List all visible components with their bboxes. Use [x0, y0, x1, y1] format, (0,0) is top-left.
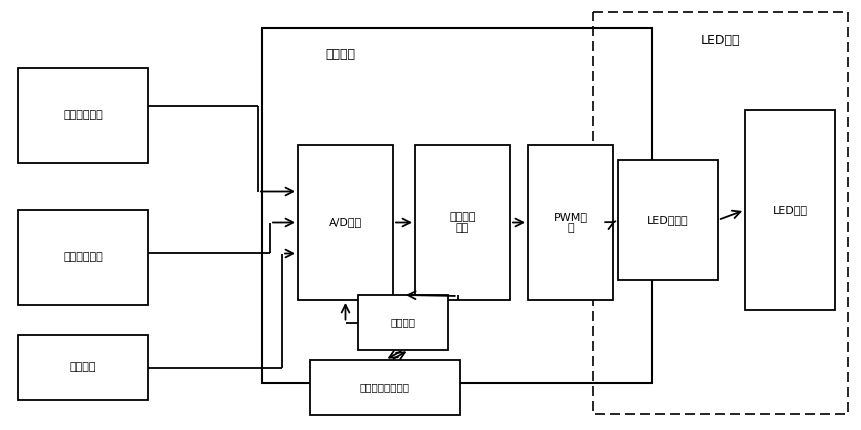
Text: LED模块: LED模块	[701, 34, 740, 46]
Text: LED驱动器: LED驱动器	[647, 215, 689, 225]
Bar	[358, 295, 448, 350]
Text: 数据处理
模块: 数据处理 模块	[449, 212, 476, 233]
Bar	[18, 68, 148, 163]
Bar	[528, 145, 613, 300]
Bar	[618, 160, 718, 280]
Bar	[310, 360, 460, 415]
Text: 调试输入输出模块: 调试输入输出模块	[360, 383, 410, 393]
Bar	[18, 210, 148, 305]
Bar	[415, 145, 510, 300]
Text: 近红光传感器: 近红光传感器	[63, 252, 102, 262]
Text: A/D模块: A/D模块	[329, 218, 362, 227]
Text: PWM模
块: PWM模 块	[554, 212, 587, 233]
Bar	[298, 145, 393, 300]
Bar	[18, 335, 148, 400]
Text: LED灯组: LED灯组	[772, 205, 808, 215]
Text: 串口模块: 串口模块	[391, 317, 416, 328]
Bar	[745, 110, 835, 310]
Bar	[593, 12, 848, 414]
Bar	[262, 28, 652, 383]
Text: 外置旋钮: 外置旋钮	[70, 362, 96, 372]
Text: 微控制器: 微控制器	[325, 49, 355, 61]
Text: 水平光传感器: 水平光传感器	[63, 111, 102, 120]
